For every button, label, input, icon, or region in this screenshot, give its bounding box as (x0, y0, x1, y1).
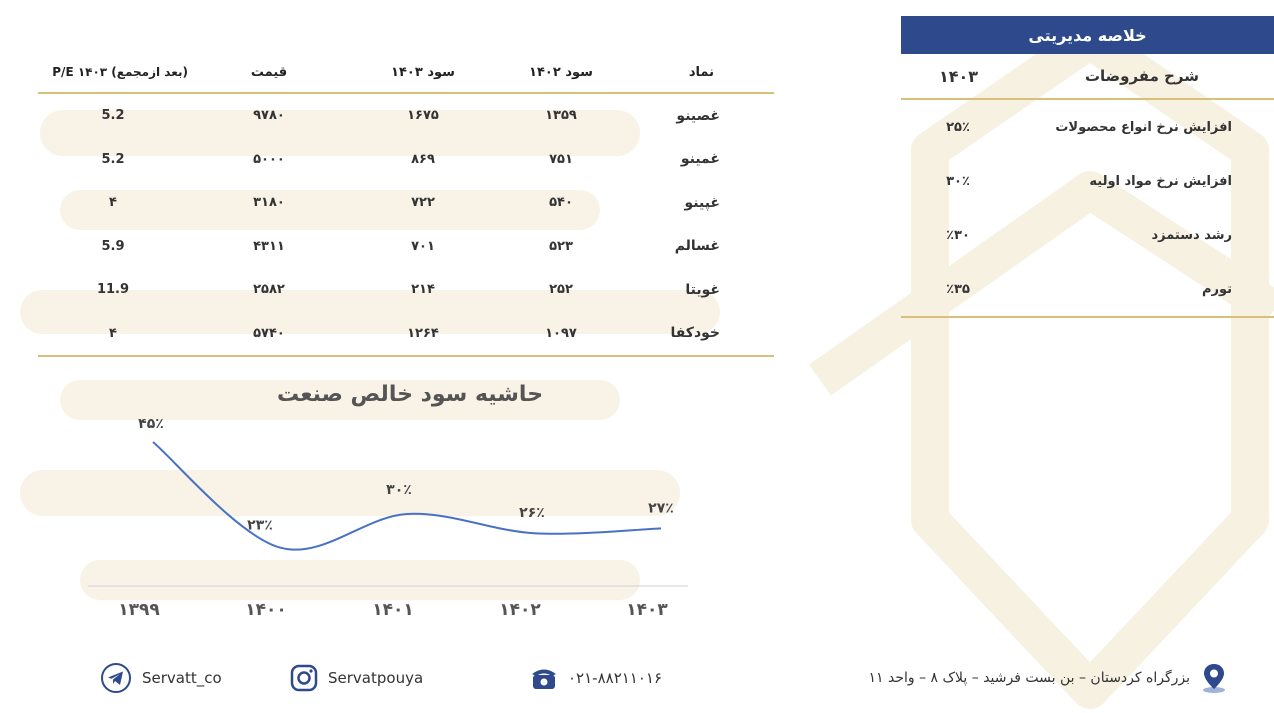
header-pe: P/E ۱۴۰۳ (بعد ازمجمع) (52, 65, 188, 79)
cell-profit-1403: ۸۶۹ (411, 151, 435, 167)
summary-row: افزایش نرخ مواد اولیه ۳۰٪ (901, 154, 1274, 208)
cell-profit-1403: ۱۲۶۴ (407, 325, 439, 341)
cell-pe: 5.2 (101, 108, 125, 124)
x-tick-label: ۱۴۰۲ (499, 600, 541, 620)
cell-symbol: خودکفا (670, 325, 720, 342)
telegram-icon (100, 662, 132, 694)
cell-symbol: غصینو (676, 107, 720, 124)
series-line (152, 441, 662, 551)
header-profit-1402: سود ۱۴۰۲ (529, 64, 593, 80)
address-text: بزرگراه کردستان – بن بست فرشید – پلاک ۸ … (868, 669, 1190, 686)
data-label: ۲۶٪ (519, 505, 545, 521)
summary-row-value: ۳۰٪ (946, 173, 970, 189)
summary-row: رشد دستمزد ٪۳۰ (901, 208, 1274, 262)
summary-row-label: رشد دستمزد (1151, 227, 1232, 243)
chart-title: حاشیه سود خالص صنعت (276, 382, 544, 407)
table-row: غصینو ۱۳۵۹ ۱۶۷۵ ۹۷۸۰ 5.2 (38, 94, 774, 138)
footer-instagram[interactable]: Servatpouya (290, 655, 423, 700)
cell-symbol: غمینو (680, 151, 720, 168)
summary-column-label: شرح مفروضات (1084, 67, 1199, 85)
cell-profit-1402: ۵۴۰ (549, 195, 573, 211)
header-profit-1403: سود ۱۴۰۳ (391, 64, 455, 80)
data-label: ۴۵٪ (138, 418, 164, 432)
footer-address: بزرگراه کردستان – بن بست فرشید – پلاک ۸ … (868, 655, 1228, 700)
summary-row-value: ۲۵٪ (946, 119, 970, 135)
cell-profit-1402: ۲۵۲ (549, 282, 573, 298)
summary-row-label: افزایش نرخ انواع محصولات (1055, 119, 1232, 135)
table-row: خودکفا ۱۰۹۷ ۱۲۶۴ ۵۷۴۰ ۴ (38, 312, 774, 356)
summary-row-value: ٪۳۵ (946, 281, 970, 297)
telegram-handle[interactable]: Servatt_co (142, 668, 222, 687)
footer: Servatt_co Servatpouya ۰۲۱-۸۸۲۱۱۰۱۶ بزرگ… (0, 655, 1274, 700)
footer-phone[interactable]: ۰۲۱-۸۸۲۱۱۰۱۶ (530, 655, 662, 700)
table-row: غسالم ۵۲۳ ۷۰۱ ۴۳۱۱ 5.9 (38, 225, 774, 269)
cell-profit-1403: ۷۲۲ (411, 195, 435, 211)
x-tick-label: ۱۴۰۱ (372, 600, 414, 620)
instagram-icon (290, 664, 318, 692)
cell-profit-1402: ۵۲۳ (549, 238, 573, 254)
stocks-table-header: نماد سود ۱۴۰۲ سود ۱۴۰۳ قیمت P/E ۱۴۰۳ (بع… (38, 52, 774, 94)
stocks-table-body: غصینو ۱۳۵۹ ۱۶۷۵ ۹۷۸۰ 5.2 غمینو ۷۵۱ ۸۶۹ ۵… (38, 94, 774, 357)
summary-body: افزایش نرخ انواع محصولات ۲۵٪ افزایش نرخ … (901, 100, 1274, 318)
summary-row: افزایش نرخ انواع محصولات ۲۵٪ (901, 100, 1274, 154)
header-symbol: نماد (688, 64, 714, 80)
cell-profit-1403: ۲۱۴ (411, 282, 435, 298)
phone-number[interactable]: ۰۲۱-۸۸۲۱۱۰۱۶ (568, 668, 663, 687)
net-margin-chart: ۴۵٪ ۱۳۹۹ ۲۳٪ ۱۴۰۰ ۳۰٪ ۱۴۰۱ ۲۶٪ ۱۴۰۲ ۲۷٪ ۱۴۰۳ (88, 418, 688, 620)
summary-row: تورم ٪۳۵ (901, 262, 1274, 316)
table-row: غپینو ۵۴۰ ۷۲۲ ۳۱۸۰ ۴ (38, 181, 774, 225)
cell-price: ۵۷۴۰ (253, 325, 285, 341)
summary-row-label: افزایش نرخ مواد اولیه (1089, 173, 1232, 189)
stocks-table: نماد سود ۱۴۰۲ سود ۱۴۰۳ قیمت P/E ۱۴۰۳ (بع… (38, 52, 774, 357)
cell-profit-1402: ۱۳۵۹ (545, 108, 577, 124)
data-label: ۲۷٪ (648, 500, 674, 516)
cell-price: ۳۱۸۰ (253, 195, 285, 211)
cell-price: ۲۵۸۲ (253, 282, 285, 298)
data-label: ۳۰٪ (386, 482, 412, 498)
cell-profit-1403: ۱۶۷۵ (407, 108, 439, 124)
cell-symbol: غپینو (684, 194, 721, 211)
management-summary: خلاصه مدیریتی شرح مفروضات ۱۴۰۳ افزایش نر… (901, 16, 1274, 318)
cell-pe: ۴ (109, 325, 117, 341)
cell-symbol: غسالم (674, 238, 720, 255)
data-label: ۲۳٪ (247, 518, 273, 534)
cell-pe: 11.9 (96, 282, 130, 298)
summary-row-value: ٪۳۰ (946, 227, 970, 243)
summary-title: خلاصه مدیریتی (901, 16, 1274, 54)
cell-price: ۵۰۰۰ (253, 151, 285, 167)
summary-row-label: تورم (1201, 281, 1232, 297)
summary-year: ۱۴۰۳ (939, 66, 979, 86)
x-tick-label: ۱۴۰۳ (626, 600, 668, 620)
cell-symbol: غویتا (685, 281, 720, 298)
header-price: قیمت (250, 64, 288, 80)
table-row: غمینو ۷۵۱ ۸۶۹ ۵۰۰۰ 5.2 (38, 138, 774, 182)
table-row: غویتا ۲۵۲ ۲۱۴ ۲۵۸۲ 11.9 (38, 268, 774, 312)
location-pin-icon (1200, 662, 1228, 694)
cell-price: ۴۳۱۱ (253, 238, 285, 254)
footer-telegram[interactable]: Servatt_co (100, 655, 222, 700)
cell-pe: 5.2 (101, 151, 125, 167)
cell-profit-1403: ۷۰۱ (411, 238, 435, 254)
cell-pe: ۴ (109, 195, 117, 211)
instagram-handle[interactable]: Servatpouya (328, 668, 424, 687)
x-tick-label: ۱۴۰۰ (245, 600, 287, 620)
summary-subheader: شرح مفروضات ۱۴۰۳ (901, 54, 1274, 100)
cell-pe: 5.9 (101, 238, 125, 254)
cell-profit-1402: ۷۵۱ (549, 151, 573, 167)
cell-price: ۹۷۸۰ (253, 108, 285, 124)
x-tick-label: ۱۳۹۹ (118, 600, 160, 620)
phone-icon (530, 664, 558, 692)
cell-profit-1402: ۱۰۹۷ (545, 325, 577, 341)
